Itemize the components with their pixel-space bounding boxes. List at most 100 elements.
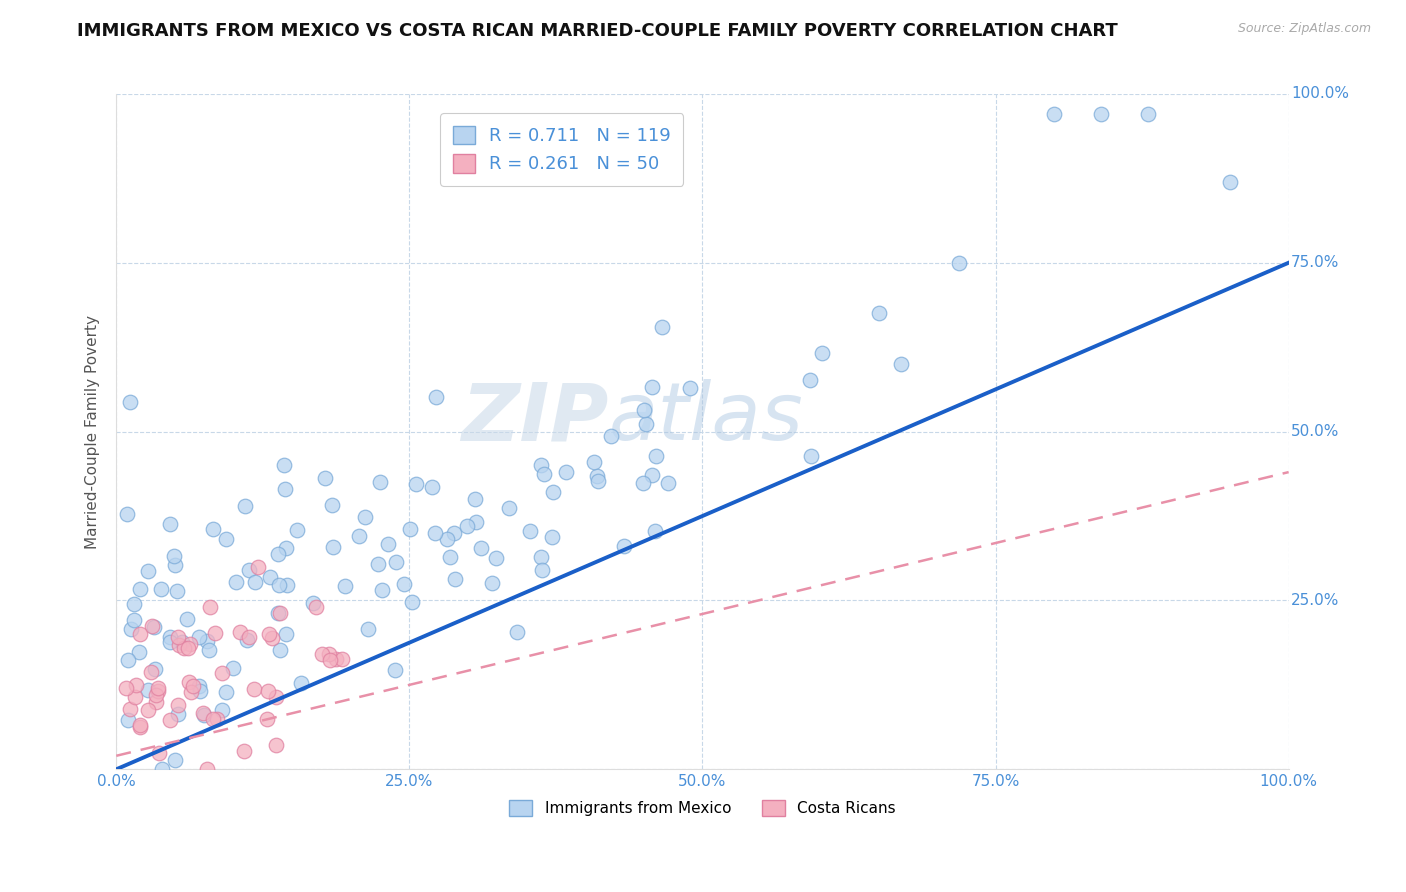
- Point: [141, 619, 163, 633]
- Point: [633, 476, 655, 491]
- Point: [318, 647, 340, 661]
- Point: [304, 600, 326, 615]
- Point: [1136, 107, 1159, 121]
- Point: [172, 635, 194, 649]
- Point: [122, 597, 145, 611]
- Point: [321, 498, 343, 512]
- Point: [221, 661, 243, 675]
- Point: [128, 627, 150, 641]
- Point: [193, 708, 215, 723]
- Point: [470, 541, 492, 556]
- Legend: Immigrants from Mexico, Costa Ricans: Immigrants from Mexico, Costa Ricans: [503, 794, 901, 822]
- Point: [260, 632, 283, 646]
- Text: 75.0%: 75.0%: [1291, 255, 1340, 270]
- Point: [257, 684, 280, 698]
- Point: [679, 381, 702, 395]
- Point: [274, 482, 297, 496]
- Point: [948, 256, 970, 270]
- Y-axis label: Married-Couple Family Poverty: Married-Couple Family Poverty: [86, 315, 100, 549]
- Point: [198, 600, 221, 615]
- Point: [167, 630, 190, 644]
- Point: [269, 606, 291, 620]
- Point: [436, 532, 458, 546]
- Point: [657, 476, 679, 491]
- Point: [232, 744, 254, 758]
- Point: [384, 663, 406, 677]
- Point: [215, 685, 238, 699]
- Point: [148, 681, 170, 695]
- Point: [640, 468, 662, 483]
- Point: [128, 645, 150, 659]
- Point: [651, 320, 673, 334]
- Point: [533, 467, 555, 481]
- Point: [276, 578, 298, 592]
- Point: [599, 429, 621, 443]
- Point: [1090, 107, 1112, 121]
- Point: [530, 458, 553, 473]
- Point: [188, 683, 211, 698]
- Point: [259, 570, 281, 584]
- Point: [195, 762, 218, 776]
- Point: [205, 712, 228, 726]
- Point: [420, 480, 443, 494]
- Text: ZIP: ZIP: [461, 379, 609, 457]
- Point: [456, 519, 478, 533]
- Point: [150, 582, 173, 596]
- Point: [582, 455, 605, 469]
- Point: [257, 627, 280, 641]
- Point: [531, 563, 554, 577]
- Point: [810, 346, 832, 360]
- Point: [139, 665, 162, 680]
- Text: 50.0%: 50.0%: [1291, 424, 1340, 439]
- Point: [187, 679, 209, 693]
- Point: [201, 712, 224, 726]
- Point: [290, 675, 312, 690]
- Point: [349, 529, 371, 543]
- Point: [357, 623, 380, 637]
- Point: [322, 540, 344, 554]
- Text: 100.0%: 100.0%: [1291, 87, 1348, 102]
- Point: [117, 653, 139, 667]
- Point: [150, 762, 173, 776]
- Point: [159, 635, 181, 649]
- Point: [405, 476, 427, 491]
- Point: [198, 643, 221, 657]
- Point: [211, 703, 233, 717]
- Point: [540, 530, 562, 544]
- Point: [201, 522, 224, 536]
- Point: [181, 680, 204, 694]
- Point: [243, 682, 266, 697]
- Point: [136, 564, 159, 578]
- Point: [425, 390, 447, 404]
- Point: [330, 652, 353, 666]
- Point: [115, 508, 138, 522]
- Text: Source: ZipAtlas.com: Source: ZipAtlas.com: [1237, 22, 1371, 36]
- Point: [180, 685, 202, 699]
- Point: [519, 524, 541, 538]
- Point: [506, 625, 529, 640]
- Text: atlas: atlas: [609, 379, 803, 457]
- Point: [143, 620, 166, 634]
- Point: [588, 475, 610, 489]
- Point: [273, 458, 295, 472]
- Point: [267, 578, 290, 592]
- Point: [384, 555, 406, 569]
- Point: [125, 678, 148, 692]
- Point: [394, 577, 416, 591]
- Point: [368, 475, 391, 489]
- Point: [481, 575, 503, 590]
- Point: [148, 746, 170, 760]
- Point: [1219, 175, 1241, 189]
- Point: [267, 547, 290, 561]
- Point: [401, 595, 423, 609]
- Point: [166, 583, 188, 598]
- Point: [645, 450, 668, 464]
- Point: [128, 582, 150, 597]
- Point: [633, 403, 655, 417]
- Point: [136, 703, 159, 717]
- Point: [238, 630, 260, 644]
- Point: [498, 500, 520, 515]
- Point: [586, 468, 609, 483]
- Point: [367, 558, 389, 572]
- Point: [1043, 107, 1066, 121]
